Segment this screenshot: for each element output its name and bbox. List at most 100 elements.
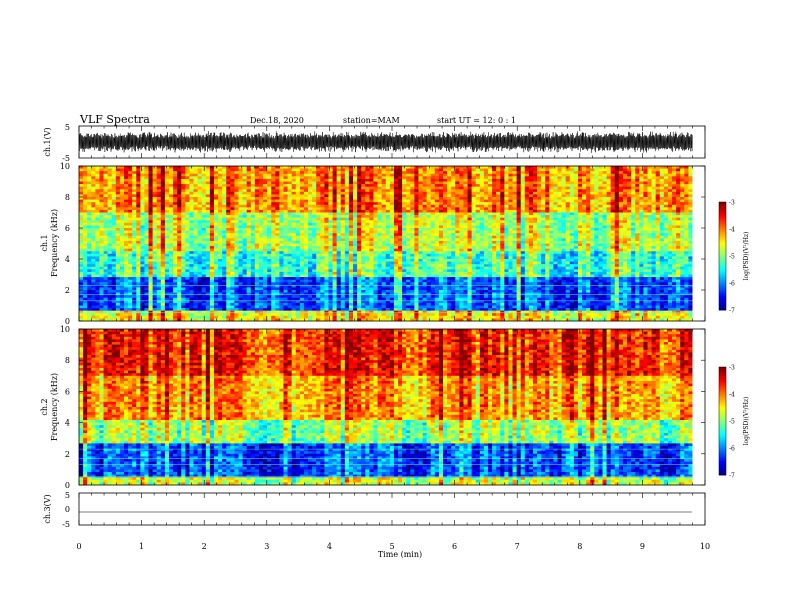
spectrogram-cell (189, 202, 194, 206)
spectrogram-cell (320, 191, 325, 195)
spectrogram-cell (316, 209, 321, 213)
spectrogram-cell (393, 178, 399, 182)
spectrogram-cell (213, 173, 219, 177)
spectrogram-cell (160, 204, 166, 208)
spectrogram-cell (156, 191, 162, 195)
spectrogram-cell (173, 186, 178, 190)
spectrogram-cell (577, 184, 583, 187)
spectrogram-cell (651, 212, 656, 216)
spectrogram-cell (283, 173, 288, 177)
spectrogram-cell (451, 225, 456, 229)
spectrogram-cell (463, 173, 468, 177)
spectrogram-cell (479, 225, 485, 229)
spectrogram-cell (467, 215, 472, 218)
spectrogram-cell (590, 184, 595, 187)
spectrogram-cell (132, 186, 137, 190)
spectrogram-cell (635, 171, 640, 175)
spectrogram-cell (606, 217, 611, 221)
spectrogram-cell (647, 199, 652, 203)
spectrogram-cell (598, 168, 603, 172)
spectrogram-cell (586, 217, 591, 221)
spectrogram-cell (471, 199, 477, 203)
spectrogram-cell (672, 186, 677, 190)
spectrogram-cell (504, 246, 509, 249)
spectrogram-cell (532, 173, 538, 177)
spectrogram-cell (451, 202, 456, 206)
spectrogram-cell (622, 240, 628, 244)
spectrogram-cell (520, 181, 526, 185)
spectrogram-cell (393, 209, 399, 213)
spectrogram-cell (594, 181, 599, 185)
spectrogram-cell (528, 181, 534, 185)
spectrogram-cell (144, 243, 149, 247)
spectrogram-cell (238, 238, 243, 242)
spectrogram-cell (676, 202, 681, 206)
spectrogram-cell (590, 240, 595, 244)
spectrogram-cell (222, 217, 227, 221)
spectrogram-cell (357, 240, 362, 244)
spectrogram-cell (398, 199, 403, 203)
spectrogram-cell (205, 191, 211, 195)
spectrogram-cell (312, 209, 317, 213)
spectrogram-cell (443, 217, 448, 221)
spectrogram-cell (573, 173, 579, 177)
spectrogram-cell (303, 189, 309, 193)
spectrogram-cell (622, 217, 628, 221)
spectrogram-cell (500, 228, 505, 231)
spectrogram-cell (500, 246, 505, 249)
spectrogram-cell (455, 184, 460, 187)
spectrogram-cell (577, 225, 583, 229)
spectrogram-cell (103, 230, 108, 234)
spectrogram-cell (312, 207, 317, 211)
spectrogram-cell (201, 215, 207, 218)
spectrogram-cell (222, 248, 227, 252)
spectrogram-cell (402, 176, 407, 180)
spectrogram-cell (545, 181, 550, 185)
spectrogram-cell (680, 225, 685, 229)
spectrogram-cell (234, 191, 239, 195)
spectrogram-cell (205, 202, 211, 206)
spectrogram-cell (128, 178, 133, 182)
spectrogram-cell (684, 194, 689, 198)
spectrogram-cell (303, 212, 309, 216)
spectrogram-cell (263, 166, 268, 169)
spectrogram-cell (230, 222, 235, 226)
spectrogram-cell (528, 168, 534, 172)
spectrogram-cell (475, 202, 481, 206)
spectrogram-cell (340, 220, 346, 224)
spectrogram-cell (590, 199, 595, 203)
spectrogram-cell (528, 197, 534, 200)
spectrogram-cell (659, 197, 665, 200)
spectrogram-cell (516, 225, 522, 229)
spectrogram-cell (283, 181, 288, 185)
spectrogram-cell (148, 184, 153, 187)
spectrogram-cell (148, 168, 153, 172)
spectrogram-cell (303, 240, 309, 244)
spectrogram-cell (303, 209, 309, 213)
spectrogram-cell (492, 246, 497, 249)
spectrogram-cell (291, 199, 297, 203)
spectrogram-cell (373, 228, 378, 231)
spectrogram-cell (426, 171, 432, 175)
spectrogram-cell (590, 176, 595, 180)
spectrogram-cell (549, 238, 554, 242)
spectrogram-cell (308, 189, 313, 193)
spectrogram-cell (258, 212, 264, 216)
spectrogram-cell (516, 171, 522, 175)
spectrogram-cell (393, 189, 399, 193)
spectrogram-cell (185, 251, 190, 255)
spectrogram-cell (119, 233, 125, 237)
spectrogram-cell (561, 204, 566, 208)
spectrogram-cell (406, 168, 411, 172)
spectrogram-cell (377, 233, 382, 237)
spectrogram-cell (111, 194, 117, 198)
spectrogram-cell (651, 176, 656, 180)
spectrogram-cell (430, 202, 436, 206)
spectrogram-cell (312, 220, 317, 224)
spectrogram-cell (635, 184, 640, 187)
spectrogram-cell (459, 166, 464, 169)
spectrogram-cell (148, 217, 153, 221)
spectrogram-cell (234, 178, 239, 182)
spectrogram-cell (676, 197, 681, 200)
spectrogram-cell (459, 235, 464, 239)
